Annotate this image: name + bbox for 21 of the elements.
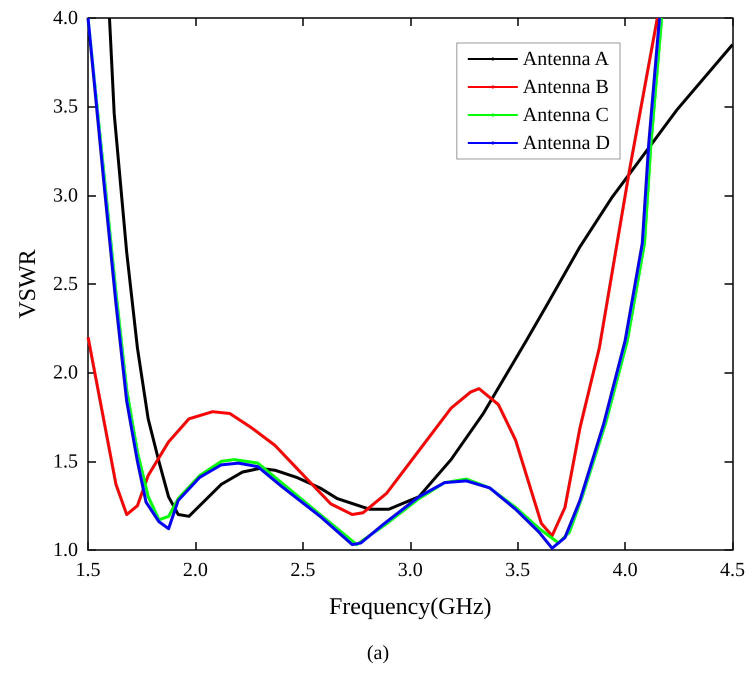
y-tick-label: 4.0 [53,7,78,29]
x-tick-label: 4.5 [720,559,745,581]
legend-label: Antenna A [522,48,610,70]
legend-label: Antenna D [522,132,610,154]
x-axis-title: Frequency(GHz) [328,594,492,620]
legend-label: Antenna B [522,76,609,98]
x-tick-label: 3.0 [398,559,423,581]
y-tick-label: 2.0 [53,362,78,384]
x-tick-label: 2.0 [182,559,208,581]
y-tick-label: 2.5 [53,273,78,295]
y-axis-title: VSWR [15,249,41,319]
y-tick-label: 3.0 [53,184,78,206]
y-tick-label: 1.0 [53,539,78,561]
x-tick-label: 3.5 [505,559,530,581]
x-tick-label: 1.5 [76,559,100,581]
y-tick-label: 3.5 [53,96,78,118]
text: (a) [366,642,390,664]
x-tick-label: 4.0 [612,559,638,581]
y-tick-label: 1.5 [53,450,78,472]
x-tick-label: 2.5 [290,559,316,581]
legend-label: Antenna C [522,104,609,126]
